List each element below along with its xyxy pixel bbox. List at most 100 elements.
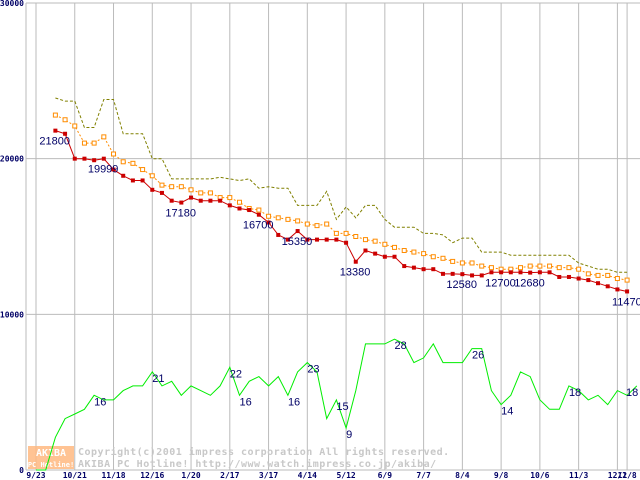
y-tick-label: 10000 <box>0 310 24 319</box>
average-point <box>614 276 620 282</box>
average-point <box>518 265 523 271</box>
average-point <box>401 248 407 254</box>
x-tick-label: 3/17 <box>259 471 278 480</box>
x-tick-label: 7/7 <box>416 471 431 480</box>
average-point <box>595 272 601 278</box>
average-point <box>353 234 359 239</box>
min-point <box>150 187 155 192</box>
min-point <box>450 271 455 276</box>
min-point <box>586 278 591 283</box>
average-point <box>469 260 475 266</box>
min-price-label: 12680 <box>514 278 545 290</box>
x-tick-label: 6/9 <box>378 471 393 480</box>
average-point <box>333 230 339 236</box>
average-point <box>488 265 494 271</box>
copyright-text: Copyright(c)2001 impress corporation All… <box>78 446 450 458</box>
min-point <box>566 274 571 279</box>
average-point <box>52 112 58 118</box>
average-point <box>556 265 562 271</box>
y-axis-ticks: 0 10000 20000 30000 <box>0 0 24 475</box>
average-point <box>198 190 204 196</box>
min-point <box>382 254 387 259</box>
average-point <box>430 254 436 260</box>
min-point <box>547 270 552 275</box>
min-point <box>596 281 601 286</box>
min-price-label: 15350 <box>282 236 313 248</box>
min-point <box>431 267 436 272</box>
series-layer <box>36 97 638 471</box>
average-point <box>605 272 611 278</box>
average-point <box>178 184 184 190</box>
min-point <box>315 237 320 242</box>
average-point <box>343 230 349 236</box>
min-point <box>392 254 397 259</box>
y-tick-label: 20000 <box>0 155 24 164</box>
min-point <box>189 195 194 200</box>
min-point <box>227 203 232 208</box>
min-price-label: 21800 <box>39 136 70 148</box>
average-point <box>207 190 213 196</box>
count-label: 15 <box>336 401 348 413</box>
count-label: 21 <box>152 373 164 385</box>
min-point <box>179 200 184 205</box>
x-tick-label: 5/12 <box>336 471 355 480</box>
average-point <box>275 215 281 221</box>
min-point <box>402 264 407 269</box>
x-tick-label: 4/14 <box>298 471 317 480</box>
series-line-max <box>55 97 628 273</box>
min-point <box>72 156 77 161</box>
min-point <box>198 198 203 203</box>
min-point <box>499 270 504 275</box>
min-price-label: 11470 <box>612 296 640 308</box>
min-point <box>101 156 106 161</box>
min-point <box>363 248 368 253</box>
min-point <box>295 229 300 234</box>
average-point <box>362 237 368 243</box>
min-point <box>305 237 310 242</box>
count-label: 28 <box>395 340 407 352</box>
average-point <box>111 151 117 157</box>
min-point <box>276 232 281 237</box>
average-point <box>62 117 68 123</box>
x-tick-label: 9/23 <box>26 471 45 480</box>
count-label: 14 <box>501 406 513 418</box>
min-point <box>470 273 475 278</box>
x-tick-label: 11/18 <box>101 471 125 480</box>
y-tick-label: 0 <box>19 466 24 475</box>
min-point <box>111 167 116 172</box>
average-point <box>392 244 398 250</box>
min-point <box>615 287 620 292</box>
min-point <box>92 158 97 163</box>
count-label: 16 <box>94 396 106 408</box>
min-point <box>411 265 416 270</box>
site-url-text: AKIBA PC Hotline! http://www.watch.impre… <box>78 458 437 470</box>
x-tick-label: 12/16 <box>140 471 164 480</box>
min-price-label: 12580 <box>446 279 477 291</box>
average-point <box>101 134 107 140</box>
grid <box>25 2 640 471</box>
min-point <box>479 273 484 278</box>
count-label: 23 <box>307 364 319 376</box>
series-line-count <box>36 338 638 471</box>
average-point <box>295 218 301 224</box>
average-point <box>547 263 553 269</box>
average-point <box>149 173 155 179</box>
average-point <box>576 266 582 272</box>
average-point <box>91 140 97 146</box>
min-point <box>373 251 378 256</box>
min-point <box>489 270 494 275</box>
min-point <box>460 272 465 277</box>
min-point <box>324 237 329 242</box>
min-price-label: 17180 <box>165 208 196 220</box>
average-point <box>440 255 446 261</box>
min-point <box>334 237 339 242</box>
watermark: AKIBA PC Hotline! Copyright(c)2001 impre… <box>28 446 450 470</box>
average-point <box>411 249 417 255</box>
min-point <box>247 208 252 213</box>
average-point <box>421 251 427 257</box>
x-tick-label: 2/17 <box>220 471 239 480</box>
count-label: 16 <box>239 396 251 408</box>
average-point <box>285 216 291 222</box>
average-point <box>140 167 146 173</box>
